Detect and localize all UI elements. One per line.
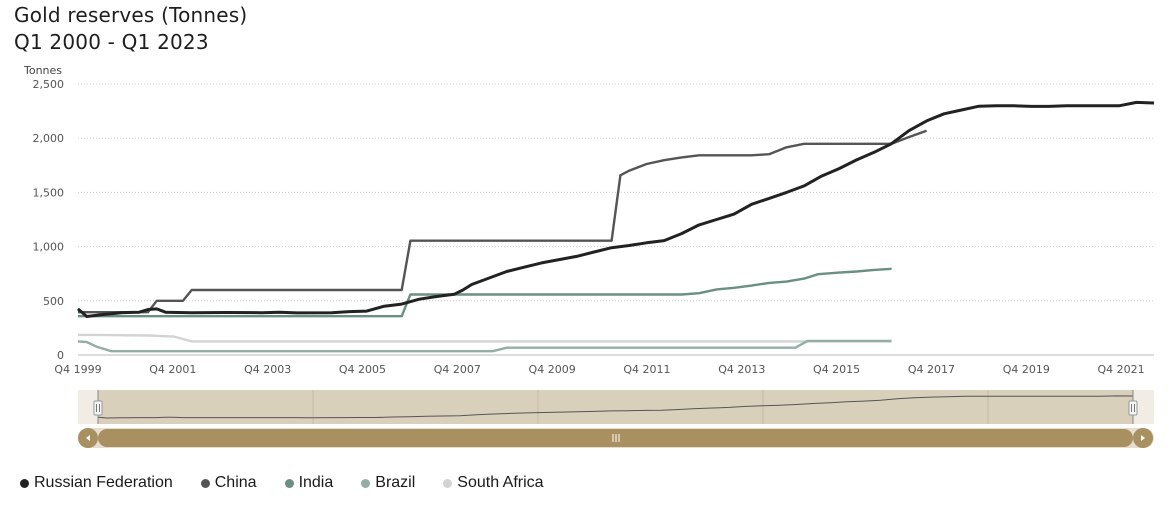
y-tick-label: 1,000 [33, 241, 65, 254]
legend-label: India [298, 474, 334, 491]
y-tick-label: 500 [43, 295, 64, 308]
chart-title-text: Gold reserves (Tonnes) [14, 3, 248, 27]
series-line-south-africa[interactable] [78, 333, 892, 343]
y-tick-label: 2,000 [33, 132, 65, 145]
navigator-selection[interactable] [98, 390, 1133, 424]
x-tick-label: Q4 2003 [244, 363, 291, 376]
legend-marker [361, 478, 371, 488]
chart-legend: Russian Federation China India Brazil South … [20, 474, 572, 492]
x-tick-label: Q4 2007 [434, 363, 481, 376]
navigator-series-line [97, 395, 1134, 419]
legend-label: Brazil [375, 474, 416, 491]
legend-item-brazil[interactable]: Brazil [361, 474, 415, 492]
legend-item-india[interactable]: India [284, 474, 334, 492]
y-tick-label: 2,500 [33, 78, 65, 91]
chart-area: Tonnes 0 500 1,000 1,500 2,000 2,500 Q4 1999 Q4 … [23, 64, 1155, 448]
x-tick-label: Q4 2021 [1098, 363, 1145, 376]
navigator-left-handle[interactable] [93, 400, 103, 416]
legend-marker [20, 478, 29, 488]
legend-item-china[interactable]: China [200, 474, 257, 492]
arrow-right-icon [1141, 435, 1145, 441]
x-tick-label: Q4 2019 [1003, 363, 1050, 376]
x-tick-label: Q4 2009 [529, 363, 576, 376]
legend-marker [200, 478, 210, 488]
navigator-right-handle[interactable] [1128, 400, 1138, 416]
chart-subtitle-text: Q1 2000 - Q1 2023 [14, 30, 209, 54]
x-tick-label: Q4 2001 [149, 363, 196, 376]
x-tick-label: Q4 1999 [54, 363, 101, 376]
legend-marker [443, 478, 453, 488]
series-line-russian-federation[interactable] [77, 100, 1155, 318]
y-tick-label: 1,500 [33, 186, 65, 199]
arrow-left-icon [86, 435, 90, 441]
legend-marker [284, 478, 294, 488]
x-tick-label: Q4 2017 [908, 363, 955, 376]
series-line-brazil[interactable] [77, 339, 892, 353]
x-tick-label: Q4 2013 [718, 363, 765, 376]
legend-label: Russian Federation [34, 474, 173, 491]
legend-label: South Africa [457, 474, 544, 491]
series-line-india[interactable] [78, 267, 892, 318]
x-tick-label: Q4 2011 [623, 363, 670, 376]
x-tick-label: Q4 2005 [339, 363, 386, 376]
y-axis-label: Tonnes [23, 64, 62, 77]
y-tick-label: 0 [57, 349, 64, 362]
legend-label: China [214, 474, 257, 491]
series-line-china[interactable] [78, 129, 928, 314]
legend-item-russian-federation[interactable]: Russian Federation [20, 474, 173, 492]
legend-item-south-africa[interactable]: South Africa [443, 474, 544, 492]
chart-title: Gold reserves (Tonnes) Q1 2000 - Q1 2023 [14, 2, 247, 56]
x-tick-label: Q4 2015 [813, 363, 860, 376]
